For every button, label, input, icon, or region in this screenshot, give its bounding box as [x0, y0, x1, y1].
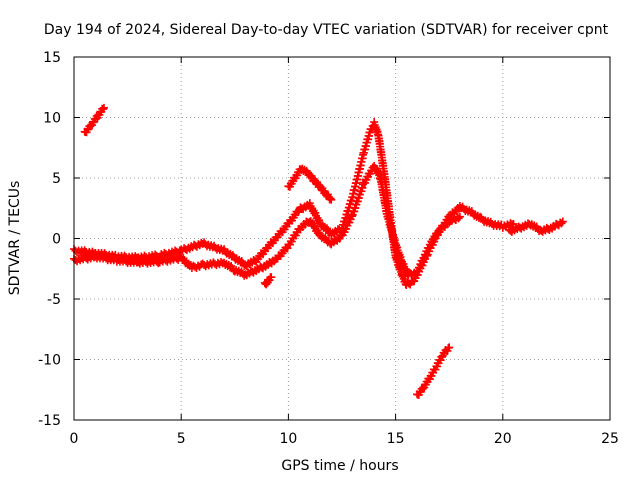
data-point — [267, 273, 276, 282]
series-arc-main-a — [70, 118, 518, 289]
series-arc-main-b — [70, 161, 464, 280]
axis-ticks: 0 5 10 15 20 25 -15 -10 -5 0 5 10 15 — [38, 50, 619, 447]
y-axis-label: SDTVAR / TECUs — [7, 181, 23, 296]
data-point — [445, 343, 454, 352]
data-point — [454, 214, 463, 223]
data-point — [418, 385, 427, 394]
x-tick-label: 25 — [601, 431, 619, 447]
data-point — [558, 217, 567, 226]
x-tick-label: 20 — [494, 431, 512, 447]
x-tick-label: 0 — [70, 431, 79, 447]
series-arc-bump-10 — [284, 164, 336, 204]
data-point — [99, 105, 108, 114]
x-tick-label: 5 — [177, 431, 186, 447]
y-tick-label: -15 — [38, 413, 61, 429]
data-point — [306, 172, 315, 181]
series-arc-late-tail — [505, 217, 567, 236]
series-arc-small-9 — [260, 273, 276, 289]
y-tick-label: 0 — [52, 232, 61, 248]
x-tick-label: 10 — [279, 431, 297, 447]
data-point — [557, 219, 566, 228]
y-tick-label: 15 — [43, 50, 61, 66]
y-tick-label: 10 — [43, 111, 61, 127]
data-point — [100, 103, 109, 112]
data-point — [327, 195, 336, 204]
y-tick-label: -5 — [47, 292, 61, 308]
data-point — [86, 122, 95, 131]
x-tick-label: 15 — [387, 431, 405, 447]
y-tick-label: -10 — [38, 353, 61, 369]
chart-title: Day 194 of 2024, Sidereal Day-to-day VTE… — [44, 22, 609, 38]
x-axis-label: GPS time / hours — [281, 458, 398, 474]
data-points — [70, 103, 567, 399]
series-arc-late-low — [413, 343, 454, 399]
y-tick-label: 5 — [52, 171, 61, 187]
series-arc-early-high — [80, 103, 109, 137]
data-point — [455, 212, 464, 221]
data-point — [326, 194, 335, 203]
